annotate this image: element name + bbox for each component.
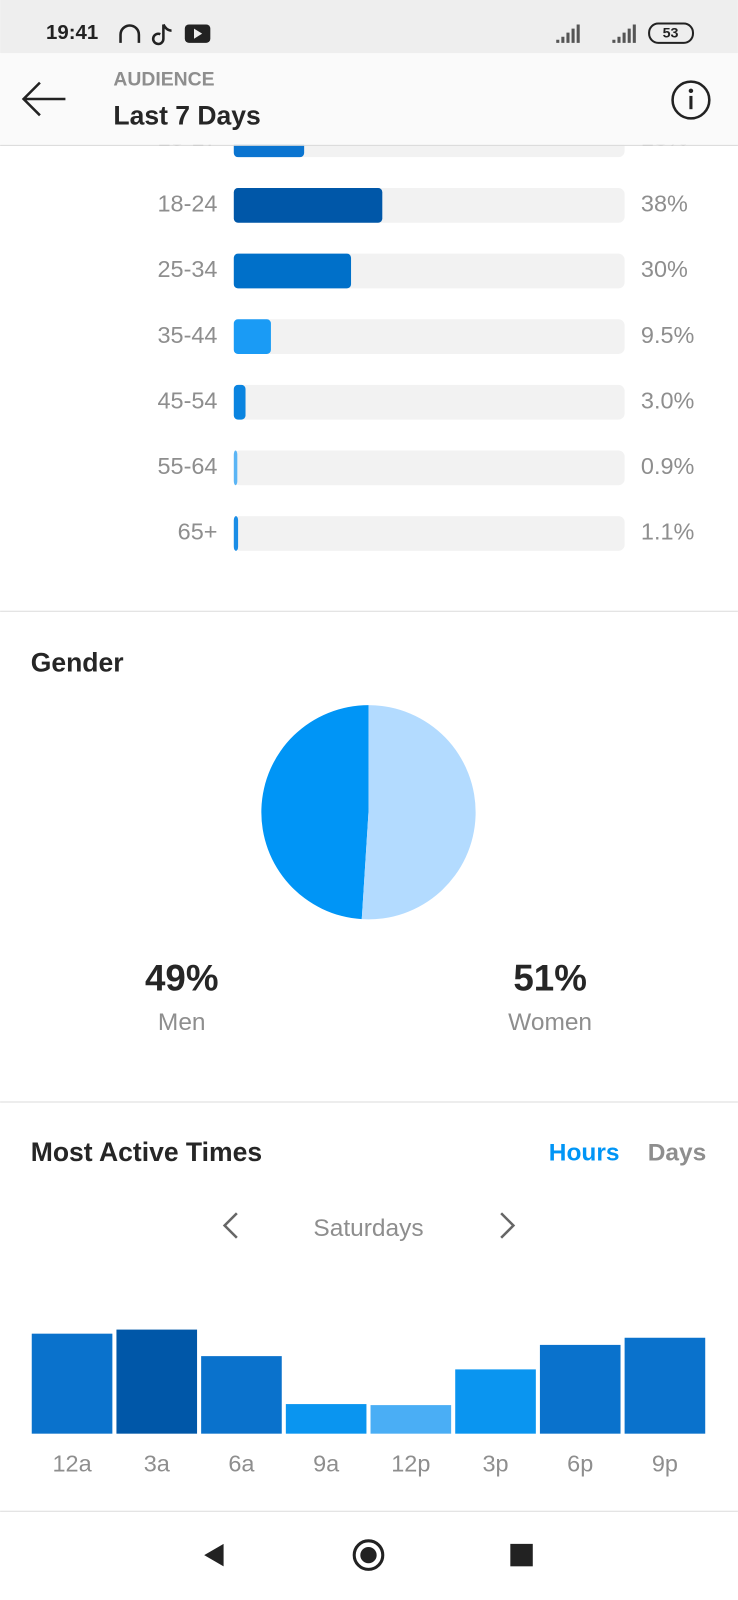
clock: 19:41: [46, 22, 98, 44]
pie-value: 49%: [145, 957, 219, 998]
x-tick-label: 9p: [652, 1451, 678, 1477]
section-title: Most Active Times: [31, 1137, 262, 1167]
tiktok-icon: [151, 23, 172, 46]
nav-recents[interactable]: [510, 1543, 533, 1567]
bar: [370, 1405, 452, 1434]
bar: [624, 1337, 706, 1434]
info-button[interactable]: [671, 80, 711, 120]
bar: [233, 450, 238, 486]
bar: [233, 188, 383, 223]
age-label: 45-54: [157, 387, 217, 413]
bar: [116, 1329, 198, 1434]
nav-back[interactable]: [204, 1543, 224, 1567]
age-label: 55-64: [157, 453, 217, 479]
bar-track: [233, 516, 625, 551]
x-tick-label: 12a: [52, 1451, 92, 1477]
bar: [201, 1356, 282, 1434]
x-tick-label: 3p: [482, 1451, 508, 1477]
prev-arrow[interactable]: [222, 1212, 238, 1239]
signal-1: [556, 24, 580, 43]
header-title: Last 7 Days: [113, 100, 260, 130]
section-title: Gender: [31, 647, 124, 677]
x-tick-label: 6p: [567, 1451, 593, 1477]
x-tick-label: 6a: [228, 1451, 255, 1477]
nav-home-ring[interactable]: [352, 1539, 385, 1571]
header-section: AUDIENCE: [113, 69, 214, 91]
bar: [31, 1333, 113, 1434]
info-stem: [689, 95, 693, 110]
value-label: 1.1%: [641, 519, 695, 545]
bar: [539, 1344, 621, 1434]
bar: [285, 1404, 367, 1434]
value-label: 3.0%: [641, 387, 695, 413]
youtube-play: [194, 28, 203, 39]
value-label: 9.5%: [641, 322, 695, 348]
tab[interactable]: Days: [648, 1140, 707, 1167]
headphone-icon: [119, 24, 141, 43]
info-dot: [688, 88, 694, 94]
nav-home[interactable]: [360, 1546, 377, 1564]
content: 13-1718%18-2438%25-3430%35-449.5%45-543.…: [31, 122, 707, 1477]
age-label: 18-24: [157, 191, 217, 217]
age-label: 35-44: [157, 322, 217, 348]
pie-label: Men: [158, 1009, 206, 1036]
pie-label: Women: [508, 1009, 592, 1036]
x-tick-label: 9a: [313, 1451, 340, 1477]
status-bg: [0, 0, 738, 54]
pie-value: 51%: [513, 957, 587, 998]
nav-bar: [204, 1539, 533, 1571]
pie-slice: [261, 705, 369, 920]
bar: [233, 516, 239, 551]
bar: [233, 253, 352, 289]
bar: [233, 319, 271, 354]
x-tick-label: 3a: [144, 1451, 171, 1477]
signal-2: [612, 24, 636, 43]
bar: [233, 384, 246, 420]
status-bar: 19:41 53: [0, 0, 738, 54]
battery-icon: [648, 22, 694, 44]
info-circle: [671, 80, 711, 120]
app-header: AUDIENCE Last 7 Days: [0, 53, 738, 146]
back-button[interactable]: [21, 81, 66, 117]
header-bg: [0, 53, 738, 145]
tab[interactable]: Hours: [549, 1140, 620, 1167]
bar: [455, 1369, 536, 1434]
value-label: 38%: [641, 191, 688, 217]
pie-slice: [361, 705, 476, 920]
age-label: 25-34: [157, 256, 217, 282]
age-label: 65+: [178, 519, 218, 545]
period: Saturdays: [313, 1215, 423, 1242]
value-label: 0.9%: [641, 453, 695, 479]
value-label: 30%: [641, 256, 688, 282]
bar-track: [233, 319, 625, 354]
bar-track: [233, 384, 625, 420]
battery-level: 53: [663, 25, 679, 41]
x-tick-label: 12p: [391, 1451, 430, 1477]
next-arrow[interactable]: [500, 1212, 516, 1239]
bar-track: [233, 450, 625, 486]
